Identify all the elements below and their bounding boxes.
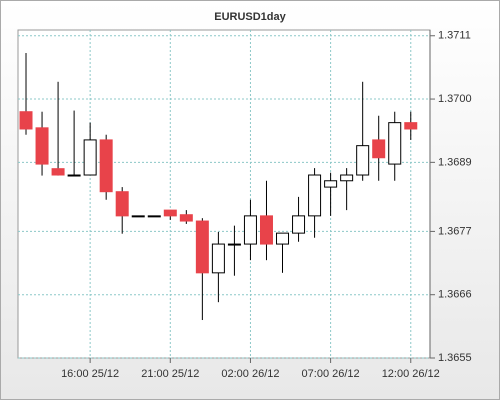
candle-body <box>163 209 177 217</box>
y-tick-label: 1.3700 <box>438 93 472 105</box>
candle-body <box>372 139 386 159</box>
candle-body <box>356 145 370 176</box>
candle-body <box>276 232 290 245</box>
candle-body <box>115 191 129 217</box>
candle-body <box>99 139 113 193</box>
x-tick-label: 21:00 25/12 <box>141 368 199 380</box>
candle-body <box>259 215 273 245</box>
candle-body <box>147 215 161 218</box>
candle-body <box>324 180 338 188</box>
y-tick-label: 1.3677 <box>438 225 472 237</box>
candle-body <box>340 174 354 182</box>
candle-body <box>67 174 81 177</box>
plot-area <box>17 29 431 359</box>
candle-body <box>308 174 322 217</box>
y-tick-label: 1.3666 <box>438 289 472 301</box>
candle-body <box>131 215 145 218</box>
x-tick-label: 16:00 25/12 <box>61 368 119 380</box>
candle-body <box>292 215 306 234</box>
candle-body <box>51 168 65 176</box>
x-tick-label: 12:00 26/12 <box>382 368 440 380</box>
x-tick-label: 02:00 26/12 <box>221 368 279 380</box>
candle-body <box>19 111 33 130</box>
candle-body <box>83 139 97 176</box>
candle-body <box>404 122 418 130</box>
candle-body <box>195 220 209 274</box>
candle-body <box>35 127 49 165</box>
x-tick-label: 07:00 26/12 <box>302 368 360 380</box>
candle-body <box>211 243 225 274</box>
y-tick-label: 1.3711 <box>438 30 471 42</box>
chart-title: EURUSD1day <box>214 11 286 23</box>
candle-body <box>227 243 241 246</box>
y-tick-label: 1.3655 <box>438 352 472 364</box>
candle-body <box>243 215 257 245</box>
candle-body <box>179 214 193 222</box>
candle-body <box>388 122 402 165</box>
y-tick-label: 1.3689 <box>438 156 472 168</box>
